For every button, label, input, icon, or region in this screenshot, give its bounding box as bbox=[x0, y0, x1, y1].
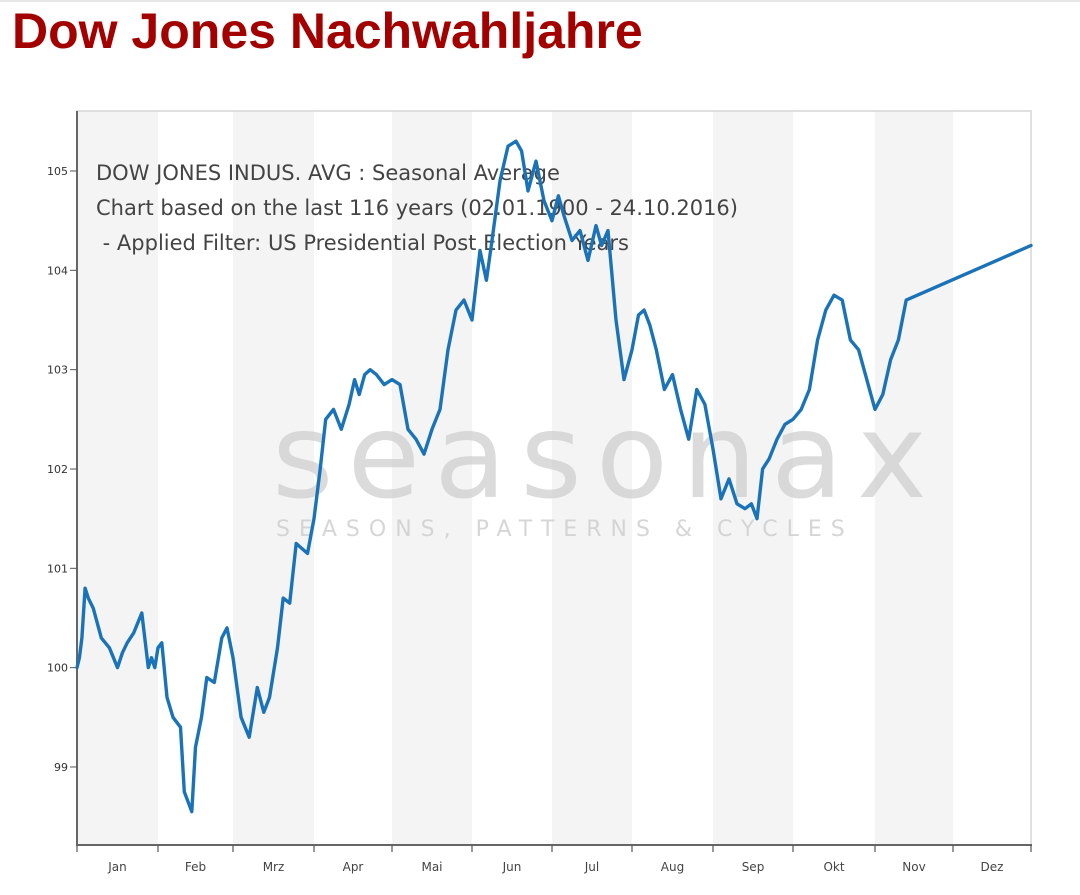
month-band bbox=[875, 111, 953, 845]
y-tick-label: 105 bbox=[47, 165, 68, 178]
month-band bbox=[632, 111, 713, 845]
month-band bbox=[713, 111, 793, 845]
month-band bbox=[953, 111, 1031, 845]
x-tick-label: Mai bbox=[421, 860, 442, 874]
y-axis-ticks: 99 100 101 102 103 104 105 bbox=[47, 165, 77, 774]
month-band bbox=[314, 111, 392, 845]
x-tick-label: Nov bbox=[902, 860, 925, 874]
y-tick-label: 103 bbox=[47, 364, 68, 377]
chart-info-line1: DOW JONES INDUS. AVG : Seasonal Average bbox=[96, 161, 560, 185]
x-tick-label: Okt bbox=[823, 860, 844, 874]
top-border bbox=[0, 0, 1080, 2]
x-tick-label: Apr bbox=[343, 860, 364, 874]
month-band bbox=[158, 111, 233, 845]
chart-info-line3: - Applied Filter: US Presidential Post E… bbox=[96, 231, 629, 255]
x-axis-ticks: Jan Feb Mrz Apr Mai Jun Jul Aug Sep Okt Nov Dez bbox=[76, 845, 1032, 874]
month-band bbox=[793, 111, 875, 845]
y-tick-label: 102 bbox=[47, 463, 68, 476]
month-band bbox=[77, 111, 158, 845]
chart-info-line2: Chart based on the last 116 years (02.01… bbox=[96, 196, 738, 220]
month-band bbox=[392, 111, 472, 845]
x-tick-label: Jan bbox=[107, 860, 127, 874]
x-tick-label: Aug bbox=[661, 860, 684, 874]
y-tick-label: 100 bbox=[47, 662, 68, 675]
x-tick-label: Feb bbox=[185, 860, 206, 874]
x-tick-label: Dez bbox=[981, 860, 1004, 874]
x-tick-label: Mrz bbox=[263, 860, 285, 874]
month-bands bbox=[77, 111, 1031, 845]
seasonal-average-line bbox=[75, 139, 1033, 814]
watermark-brand: seasonax bbox=[272, 387, 941, 525]
month-band bbox=[472, 111, 552, 845]
month-band bbox=[552, 111, 632, 845]
x-tick-label: Sep bbox=[742, 860, 765, 874]
y-tick-label: 101 bbox=[47, 562, 68, 575]
y-tick-label: 99 bbox=[54, 761, 68, 774]
x-tick-label: Jun bbox=[502, 860, 522, 874]
y-tick-label: 104 bbox=[47, 264, 68, 277]
x-tick-label: Jul bbox=[584, 860, 599, 874]
watermark-tagline: SEASONS, PATTERNS & CYCLES bbox=[276, 517, 854, 542]
page-title: Dow Jones Nachwahljahre bbox=[12, 3, 643, 59]
month-band bbox=[233, 111, 314, 845]
